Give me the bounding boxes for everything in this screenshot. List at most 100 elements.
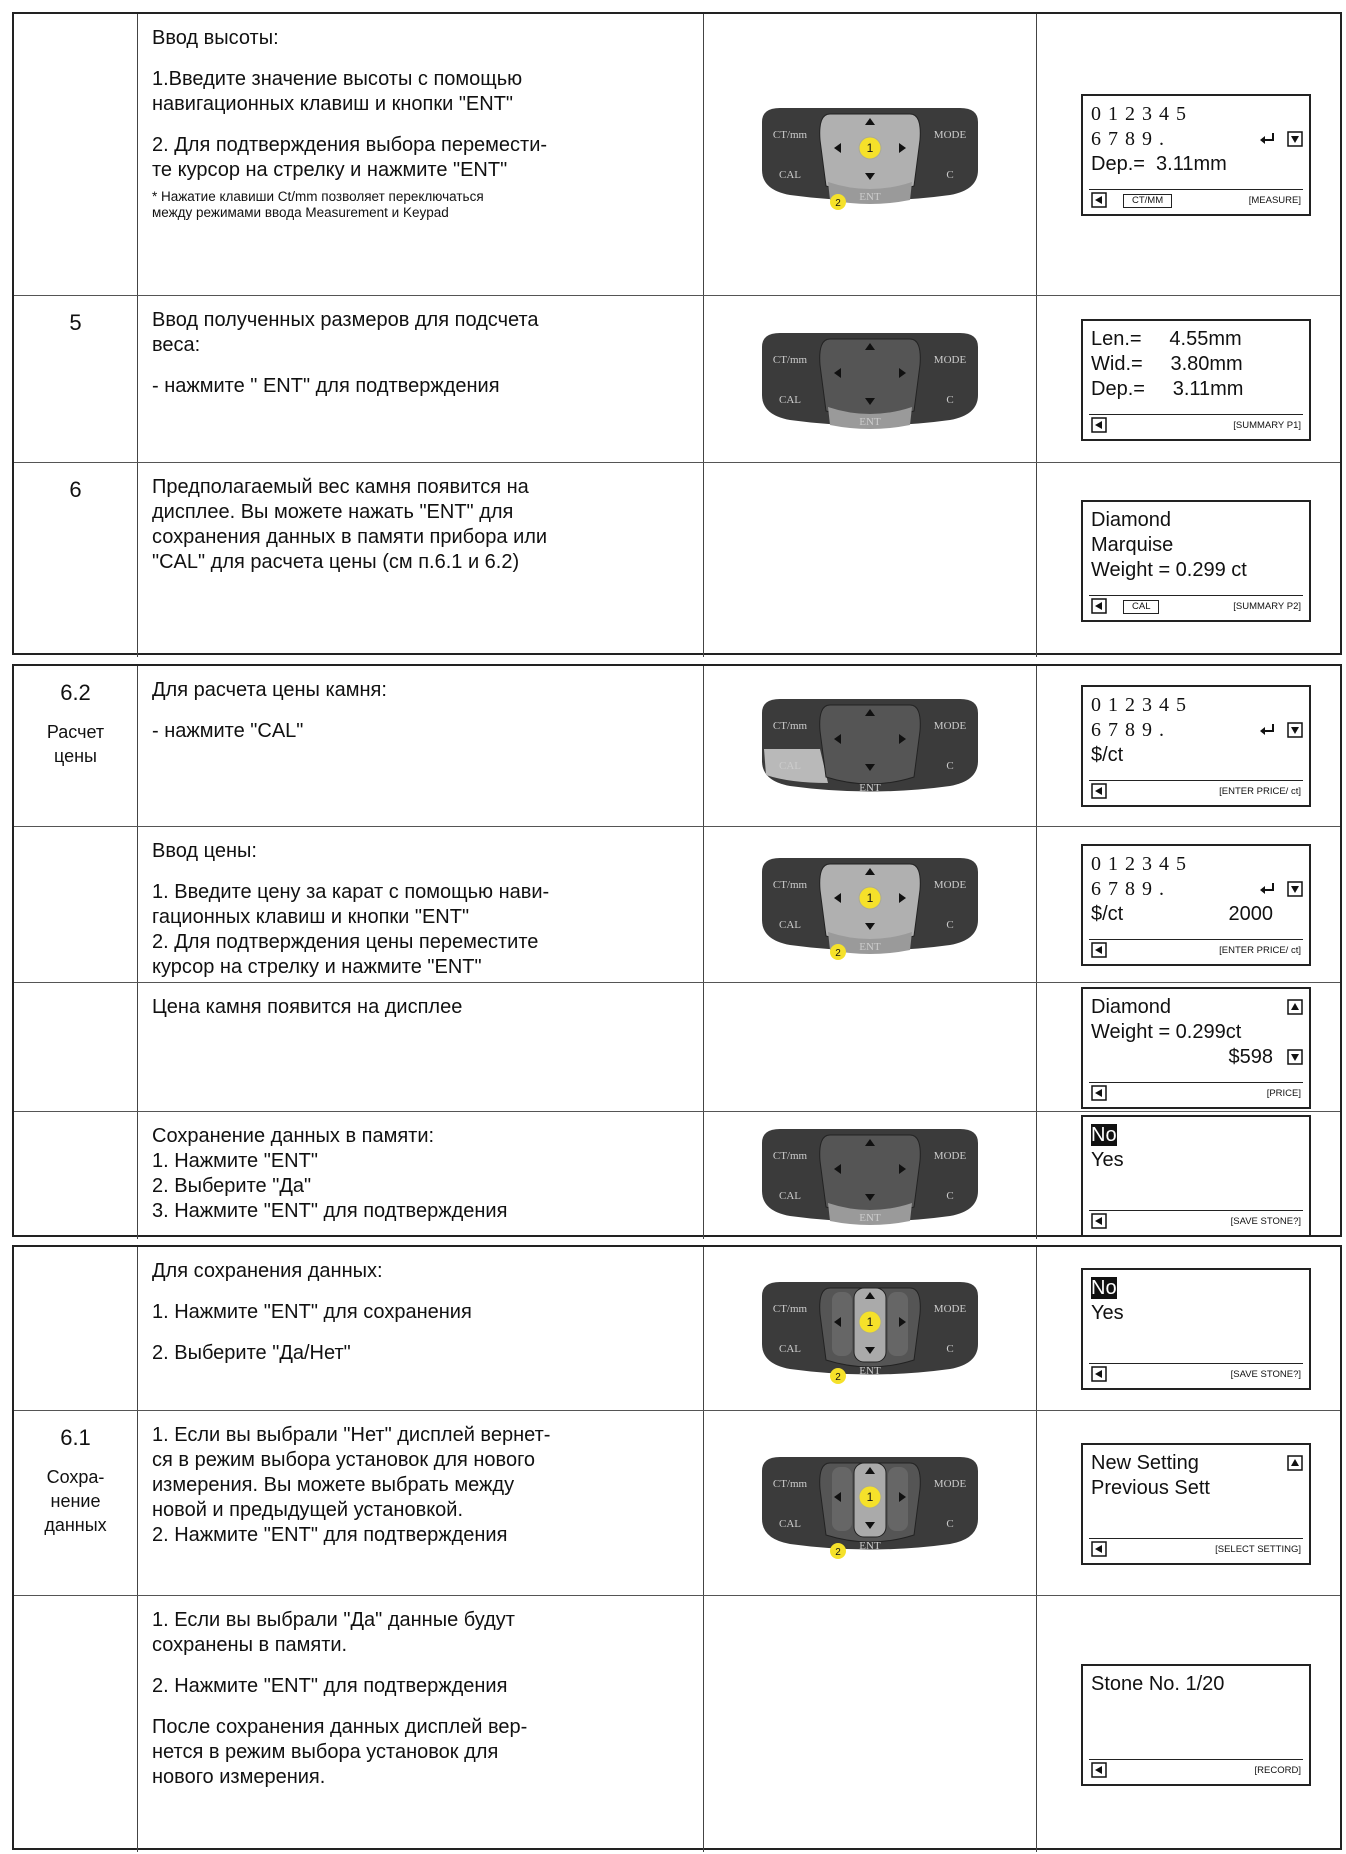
- ent-key: [828, 932, 912, 954]
- step-cell: 6: [14, 463, 138, 657]
- ent-key: [828, 1203, 912, 1225]
- display-icon: [1091, 1761, 1107, 1778]
- paragraph: 2. Нажмите "ENT" для подтверждения: [152, 1674, 689, 1699]
- display-icon: [1287, 1048, 1303, 1065]
- key-label: CAL: [779, 760, 801, 772]
- display-line: Dep.= 3.11mm: [1091, 152, 1301, 177]
- key-label: CT/mm: [773, 129, 808, 141]
- shape: [1291, 886, 1299, 893]
- display-text: No: [1091, 1276, 1117, 1299]
- display-text: New Setting: [1091, 1451, 1199, 1474]
- table-row: 5 Ввод полученных размеров для подсчета ве…: [14, 295, 1340, 462]
- display-text: Weight = 0.299ct: [1091, 1020, 1242, 1043]
- display-footer: CAL [SUMMARY P2]: [1089, 594, 1303, 616]
- footer-status: [SAVE STONE?]: [1230, 1368, 1301, 1380]
- display-line: Diamond: [1091, 995, 1303, 1020]
- lcd-display: New Setting Previous Sett [SELECT SETTING]: [1081, 1442, 1311, 1565]
- shape: [1291, 1053, 1299, 1061]
- badge: [830, 1367, 846, 1384]
- badge-label: 2: [835, 198, 841, 209]
- text-line: 1. Введите цену за карат с помощью нави-: [152, 881, 550, 903]
- keypad-cell: [704, 983, 1037, 1111]
- key-label: CT/mm: [773, 1478, 808, 1490]
- instruction-cell: 1. Если вы выбрали "Нет" дисплей вернет-…: [138, 1411, 704, 1595]
- arrow: [865, 1291, 875, 1299]
- note: * Нажатие клавиши Ct/mm позволяет перекл…: [152, 189, 689, 221]
- shape: [1095, 1544, 1102, 1553]
- arrow: [834, 1491, 841, 1502]
- arrow: [899, 1164, 906, 1174]
- display-icon: [1287, 881, 1303, 897]
- text-line: 3. Нажмите "ENT" для подтверждения: [152, 1200, 508, 1222]
- display-icon: [1091, 1365, 1107, 1382]
- display-line: Stone No. 1/20: [1091, 1672, 1301, 1697]
- display-text: Diamond: [1091, 995, 1172, 1018]
- arrow: [865, 172, 875, 180]
- key-label: C: [946, 169, 953, 181]
- text-line: - нажмите " ENT" для подтверждения: [152, 375, 500, 397]
- text-line: курсор на стрелку и нажмите "ENT": [152, 956, 482, 978]
- footer-status: [ENTER PRICE/ ct]: [1219, 786, 1301, 797]
- footer-status: [ENTER PRICE/ ct]: [1219, 945, 1301, 956]
- display-icon: [1091, 416, 1107, 433]
- section-line: Сохра-: [46, 1467, 105, 1487]
- key-label: MODE: [934, 1478, 967, 1490]
- display-cell: No Yes [SAVE STONE?]: [1037, 1247, 1342, 1410]
- instruction-cell: Для расчета цены камня: - нажмите "CAL": [138, 666, 704, 826]
- table-row: Ввод цены: 1. Введите цену за карат с пом…: [14, 826, 1340, 982]
- display-text: No: [1091, 1124, 1117, 1146]
- arrow: [899, 1491, 906, 1502]
- keypad: CT/mm MODE CAL C ENT 1 2: [762, 1281, 978, 1384]
- keypad-cell: CT/mm MODE CAL C ENT: [704, 666, 1037, 826]
- instruction-cell: Цена камня появится на дисплее: [138, 983, 704, 1111]
- badge: [830, 193, 846, 210]
- text-line: 1. Нажмите "ENT" для сохранения: [152, 1301, 472, 1323]
- arrow: [865, 764, 875, 771]
- arrow: [834, 1316, 841, 1327]
- key-label: ENT: [859, 1540, 881, 1552]
- key-label: CT/mm: [773, 720, 808, 732]
- display-footer: [ENTER PRICE/ ct]: [1089, 939, 1303, 960]
- text-line: 1. Нажмите "ENT": [152, 1150, 318, 1172]
- display-cell: New Setting Previous Sett [SELECT SETTING]: [1037, 1411, 1342, 1595]
- text-line: нется в режим выбора установок для: [152, 1741, 499, 1763]
- paragraph: Для сохранения данных:: [152, 1259, 689, 1284]
- lcd-display: Diamond Marquise Weight = 0.299 ct CAL [SUMM…: [1081, 499, 1311, 622]
- text-line: Предполагаемый вес камня появится на: [152, 476, 529, 498]
- key-label: CT/mm: [773, 879, 808, 891]
- table-row: Для сохранения данных: 1. Нажмите "ENT" д…: [14, 1247, 1340, 1410]
- display-cell: Diamond Marquise Weight = 0.299 ct CAL [SUMM…: [1037, 463, 1342, 657]
- badge-label: 2: [835, 948, 841, 959]
- step-cell: [14, 983, 138, 1111]
- instruction-cell: Ввод высоты: 1.Введите значение высоты с …: [138, 14, 704, 295]
- display-footer: [SAVE STONE?]: [1089, 1362, 1303, 1384]
- key-label: CAL: [779, 1190, 801, 1202]
- table-block: Для сохранения данных: 1. Нажмите "ENT" д…: [12, 1245, 1342, 1852]
- keypad: CT/mm MODE CAL C ENT: [762, 699, 978, 794]
- paragraph: - нажмите " ENT" для подтверждения: [152, 374, 689, 399]
- key-label: CAL: [779, 169, 801, 181]
- display-line: Marquise: [1091, 533, 1301, 558]
- display-footer: [ENTER PRICE/ ct]: [1089, 780, 1303, 801]
- table-block: Ввод высоты: 1.Введите значение высоты с …: [12, 12, 1342, 657]
- display-text: Diamond: [1091, 508, 1172, 531]
- text-line: 2. Для подтверждения цены переместите: [152, 931, 539, 953]
- key-label: CT/mm: [773, 354, 808, 366]
- keypad: CT/mm MODE CAL C ENT 1 2: [762, 1456, 978, 1559]
- paragraph: Для расчета цены камня:: [152, 678, 689, 703]
- key-label: CAL: [779, 394, 801, 406]
- shape: [1095, 946, 1102, 954]
- text-line: Ввод цены:: [152, 840, 257, 862]
- footer-button: CAL: [1123, 599, 1160, 614]
- display-text: Wid.= 3.80mm: [1091, 352, 1243, 375]
- display-line: Yes: [1091, 1148, 1301, 1173]
- keypad-cell: CT/mm MODE CAL C ENT 1 2: [704, 14, 1037, 295]
- text-line: навигационных клавиш и кнопки "ENT": [152, 93, 514, 115]
- lcd-display: Stone No. 1/20 [RECORD]: [1081, 1663, 1311, 1786]
- text-line: После сохранения данных дисплей вер-: [152, 1716, 528, 1738]
- key-label: MODE: [934, 1150, 967, 1162]
- shape: [1260, 727, 1265, 735]
- arrow: [865, 1139, 875, 1146]
- text-line: сохранены в памяти.: [152, 1634, 348, 1656]
